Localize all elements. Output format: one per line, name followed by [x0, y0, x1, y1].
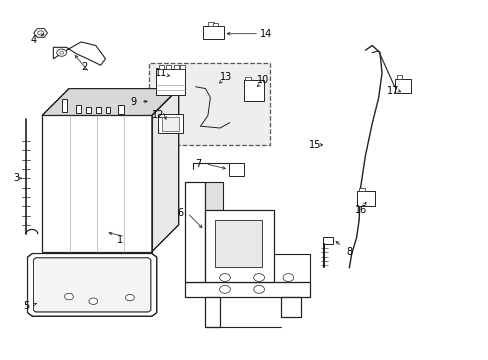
Circle shape — [57, 49, 66, 56]
Polygon shape — [204, 211, 273, 282]
Bar — [322, 237, 332, 244]
Bar — [166, 64, 171, 69]
Text: 11: 11 — [154, 68, 166, 78]
Text: 9: 9 — [130, 97, 136, 107]
Text: 12: 12 — [151, 110, 163, 120]
Text: 1: 1 — [117, 235, 123, 245]
Circle shape — [283, 274, 293, 282]
Bar — [358, 188, 364, 191]
Bar — [394, 79, 410, 93]
Polygon shape — [184, 282, 310, 297]
Circle shape — [89, 298, 98, 305]
Text: 6: 6 — [177, 208, 183, 218]
Circle shape — [253, 274, 264, 282]
Bar — [158, 114, 183, 133]
Bar — [245, 77, 251, 80]
Polygon shape — [281, 297, 300, 317]
Bar — [243, 80, 264, 101]
Bar — [118, 105, 123, 114]
Bar — [173, 64, 178, 69]
Text: 3: 3 — [13, 173, 20, 183]
Polygon shape — [27, 253, 157, 316]
Text: 10: 10 — [256, 75, 268, 85]
Bar — [356, 191, 374, 206]
Bar — [228, 163, 243, 176]
Polygon shape — [152, 89, 178, 252]
Bar — [180, 64, 184, 69]
Polygon shape — [184, 182, 204, 282]
Circle shape — [219, 274, 230, 282]
Bar — [86, 107, 91, 113]
Text: 2: 2 — [81, 62, 87, 72]
Text: 7: 7 — [195, 159, 201, 169]
Text: 17: 17 — [386, 86, 399, 96]
Bar — [156, 69, 184, 95]
Text: 8: 8 — [346, 247, 352, 257]
Bar — [96, 107, 101, 113]
Text: 16: 16 — [355, 206, 367, 216]
Bar — [161, 117, 178, 131]
Circle shape — [60, 51, 63, 54]
Polygon shape — [204, 297, 220, 327]
Bar — [61, 99, 67, 112]
Polygon shape — [42, 116, 152, 252]
Bar — [212, 23, 217, 26]
Text: 5: 5 — [23, 301, 29, 311]
Bar — [396, 75, 402, 79]
Circle shape — [253, 285, 264, 293]
Circle shape — [219, 285, 230, 293]
Bar — [105, 107, 110, 113]
Bar — [149, 63, 270, 145]
Text: 15: 15 — [308, 140, 321, 150]
Bar — [203, 26, 223, 40]
Polygon shape — [53, 42, 105, 65]
Polygon shape — [33, 258, 151, 312]
Text: 13: 13 — [220, 72, 232, 82]
Polygon shape — [204, 182, 222, 211]
Text: 4: 4 — [31, 35, 37, 45]
Circle shape — [38, 31, 43, 35]
Circle shape — [64, 293, 73, 300]
Bar — [207, 22, 213, 26]
Circle shape — [125, 294, 134, 301]
Bar — [215, 220, 261, 267]
Bar — [159, 64, 163, 69]
Text: 14: 14 — [260, 29, 272, 39]
Polygon shape — [42, 89, 178, 116]
Bar — [76, 105, 81, 113]
